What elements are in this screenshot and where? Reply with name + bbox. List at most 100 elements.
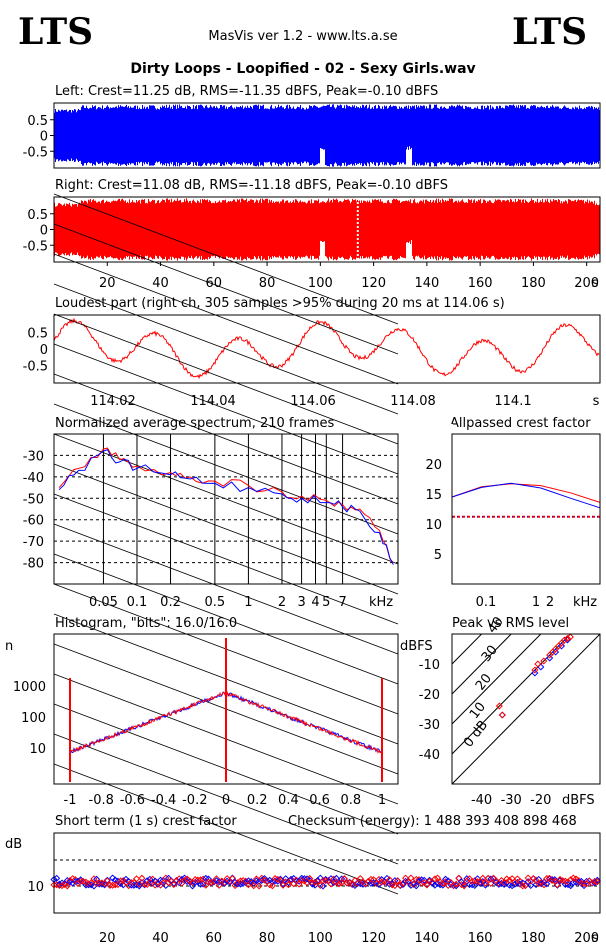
shortterm-point-left	[431, 881, 439, 889]
shortterm-point-right	[85, 880, 93, 888]
shortterm-point-left	[476, 879, 484, 887]
shortterm-point-left	[495, 880, 503, 888]
shortterm-point-right	[74, 879, 82, 887]
shortterm-point-right	[556, 875, 564, 883]
time-xtick: 120	[361, 276, 386, 291]
shortterm-point-right	[487, 879, 495, 887]
histogram-ytick: 1000	[13, 680, 46, 695]
shortterm-point-right	[276, 876, 284, 884]
shortterm-point-right	[505, 876, 513, 884]
peakrms-point-left	[537, 663, 545, 671]
shortterm-point-right	[394, 877, 402, 885]
peakrms-point-right	[563, 634, 571, 643]
shortterm-point-left	[428, 879, 436, 887]
spectrum-xlabel: kHz	[369, 595, 393, 610]
shortterm-point-left	[279, 880, 287, 888]
shortterm-point-left	[212, 877, 221, 885]
time-xtick: 20	[99, 276, 116, 291]
shortterm-point-left	[308, 880, 316, 888]
peakrms-point-right	[534, 660, 542, 668]
peakrms-point-right	[498, 711, 506, 719]
loudest-unit: s	[593, 394, 600, 409]
time-xtick: 100	[308, 276, 333, 291]
shortterm-point-right	[172, 877, 181, 885]
spectrum-ytick: -80	[23, 557, 44, 572]
shortterm-xtick: 100	[308, 931, 333, 946]
loudest-xtick: 114.02	[90, 394, 136, 409]
crest-series-0	[451, 483, 601, 503]
histogram-xtick: 0.2	[247, 793, 268, 808]
time-xtick: 180	[521, 276, 546, 291]
histogram-xtick: -1	[64, 793, 77, 808]
spectrum-xtick: 7	[338, 595, 346, 610]
shortterm-point-right	[516, 877, 524, 885]
peakrms-point-right	[566, 633, 574, 641]
shortterm-point-left	[412, 882, 420, 890]
peakrms-crest-line	[451, 633, 571, 755]
shortterm-point-right	[164, 879, 173, 887]
spectrum-slope-line	[53, 463, 399, 595]
shortterm-xtick: 200	[574, 931, 599, 946]
peakrms-xtick: -30	[501, 793, 522, 808]
peakrms-crest-line	[451, 633, 482, 665]
shortterm-point-right	[228, 874, 236, 883]
spectrum-xtick: 0.5	[205, 595, 226, 610]
shortterm-point-left	[247, 878, 255, 886]
shortterm-point-left	[407, 881, 415, 889]
spectrum-slope-line	[53, 223, 399, 355]
shortterm-point-right	[157, 881, 165, 889]
loudest-ytick: 0.5	[27, 327, 48, 342]
shortterm-point-right	[346, 879, 354, 887]
spectrum-mask	[0, 424, 54, 604]
spectrum-slope-line	[53, 433, 399, 565]
short-term-ylabel: dB	[5, 837, 22, 852]
shortterm-point-right	[529, 874, 537, 883]
shortterm-xtick: 180	[521, 931, 546, 946]
spectrum-slope-line	[53, 253, 399, 385]
spectrum-ytick: -40	[23, 471, 44, 486]
shortterm-point-right	[460, 882, 468, 890]
shortterm-point-left	[319, 882, 327, 890]
shortterm-xtick: 160	[468, 931, 493, 946]
crest-ytick: 20	[425, 458, 442, 473]
spectrum-mask-r	[398, 424, 453, 604]
loudest-xtick: 114.06	[290, 394, 336, 409]
shortterm-point-right	[268, 882, 276, 890]
spectrum-slope-line	[53, 343, 399, 475]
shortterm-point-right	[306, 874, 314, 882]
shortterm-point-right	[391, 882, 399, 890]
shortterm-point-right	[521, 882, 529, 890]
shortterm-point-right	[359, 878, 367, 886]
spectrum-slope-line	[53, 493, 399, 625]
shortterm-point-right	[545, 874, 553, 882]
spectrum-slope-line	[53, 523, 399, 655]
peakrms-ytick: -10	[419, 658, 440, 673]
shortterm-point-right	[180, 876, 189, 884]
shortterm-point-right	[452, 880, 460, 888]
shortterm-point-right	[61, 880, 69, 888]
time-xtick: 80	[259, 276, 276, 291]
shortterm-point-left	[87, 881, 95, 889]
logo-left: LTS	[18, 11, 93, 53]
crest-xtick: 1	[532, 595, 540, 610]
track-title: Dirty Loops - Loopified - 02 - Sexy Girl…	[130, 61, 475, 77]
peakrms-crest-line	[451, 633, 512, 695]
crest-ytick: 10	[425, 518, 442, 533]
peak-rms-ylabel: dBFS	[400, 639, 433, 654]
histogram-ytick: 10	[29, 742, 46, 757]
shortterm-point-right	[471, 877, 479, 885]
shortterm-point-right	[234, 879, 242, 887]
shortterm-point-right	[433, 874, 442, 882]
shortterm-point-left	[125, 877, 133, 885]
shortterm-point-left	[109, 874, 117, 882]
histogram-xtick: -0.2	[182, 793, 207, 808]
spectrum-slope-line	[53, 313, 399, 445]
right-wave-ytick: 0	[40, 224, 48, 239]
peakrms-ytick: -40	[419, 748, 440, 763]
crest-title: Allpassed crest factor	[450, 416, 591, 431]
peakrms-ytick: -20	[419, 688, 440, 703]
shortterm-point-left	[577, 877, 585, 885]
peakrms-frame	[451, 633, 601, 785]
loudest-title: Loudest part (right ch, 305 samples >95%…	[55, 296, 505, 311]
shortterm-point-right	[372, 879, 380, 888]
